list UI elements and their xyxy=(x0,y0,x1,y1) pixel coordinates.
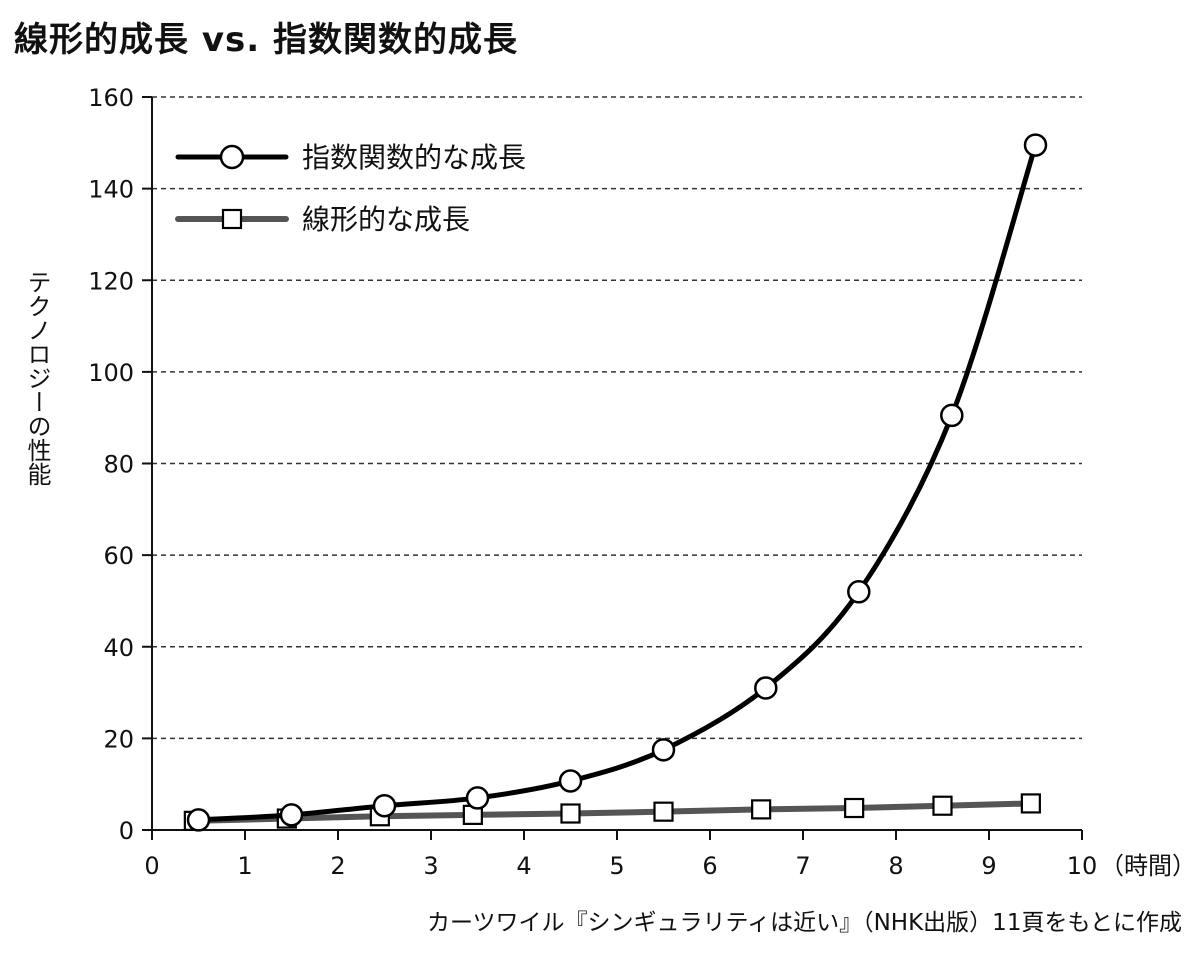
legend-marker-circle xyxy=(219,144,245,170)
data-point-circle xyxy=(1023,133,1048,157)
grid-lines xyxy=(152,96,1082,740)
y-tick-label: 40 xyxy=(103,634,134,662)
data-point-circle xyxy=(465,786,490,810)
data-point-square xyxy=(932,795,953,816)
x-tick-label: 5 xyxy=(609,852,624,880)
legend-label: 線形的な成長 xyxy=(302,203,470,236)
y-tick-label: 160 xyxy=(88,84,134,112)
y-tick-label: 60 xyxy=(103,542,134,570)
chart-title: 線形的成長 vs. 指数関数的成長 xyxy=(14,20,518,60)
x-tick-label: 0 xyxy=(144,852,159,880)
y-tick-label: 120 xyxy=(88,267,134,295)
y-tick-label: 100 xyxy=(88,359,134,387)
x-tick-label: 9 xyxy=(981,852,996,880)
data-point-circle xyxy=(186,808,211,832)
x-tick-label: 1 xyxy=(237,852,252,880)
data-point-square xyxy=(844,797,865,819)
data-point-square xyxy=(653,801,674,822)
y-tick-label: 80 xyxy=(103,451,134,479)
data-point-square xyxy=(1020,793,1041,814)
x-axis-title: （時間） xyxy=(1100,852,1196,880)
x-tick-label: 8 xyxy=(888,852,903,880)
legend-label: 指数関数的な成長 xyxy=(302,141,526,174)
y-tick-label: 140 xyxy=(88,176,134,204)
source-note: カーツワイル『シンギュラリティは近い』（NHK出版）11頁をもとに作成 xyxy=(426,910,1182,936)
data-point-circle xyxy=(279,803,304,827)
data-point-circle xyxy=(372,793,397,818)
axes: 0 20 40 60 80 100 120 140 160 0 1 2 3 4 5 6 7 8 9 10 （時間） xyxy=(88,84,1196,880)
x-tick-label: 6 xyxy=(702,852,717,880)
data-point-circle xyxy=(940,403,964,428)
x-tick-label: 2 xyxy=(330,852,345,880)
y-axis-title: テクノロジーの性能 xyxy=(23,270,51,486)
legend-marker-square xyxy=(221,208,243,230)
legend-item-exponential: 指数関数的な成長 xyxy=(175,141,526,174)
x-tick-label: 10 xyxy=(1067,852,1098,880)
y-tick-label: 0 xyxy=(119,817,134,845)
y-tick-label: 20 xyxy=(103,725,134,753)
data-point-square xyxy=(751,799,772,820)
data-point-circle xyxy=(847,580,871,604)
data-point-circle xyxy=(558,769,583,793)
exponential-line xyxy=(196,142,1038,823)
linear-line xyxy=(190,800,1034,824)
legend-item-linear: 線形的な成長 xyxy=(175,203,470,236)
series-layer xyxy=(183,133,1048,832)
x-tick-label: 4 xyxy=(516,852,531,880)
data-point-square xyxy=(560,803,581,824)
x-tick-label: 3 xyxy=(423,852,438,880)
series-exponential xyxy=(186,133,1048,832)
data-point-circle xyxy=(651,738,676,762)
x-tick-label: 7 xyxy=(795,852,810,880)
data-point-circle xyxy=(754,676,778,700)
